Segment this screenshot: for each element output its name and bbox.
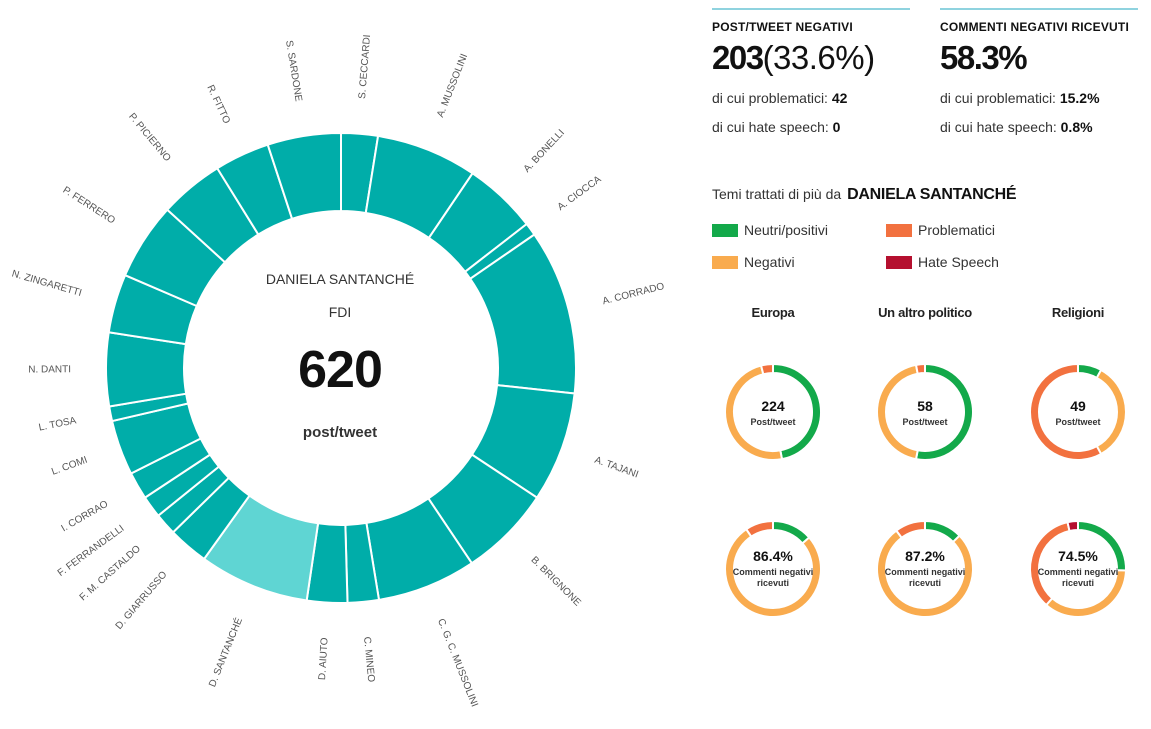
legend-label-hate: Hate Speech bbox=[918, 254, 999, 270]
posts-negative-pct: (33.6%) bbox=[762, 39, 876, 76]
wheel-label-i-corrao: I. CORRAO bbox=[59, 499, 110, 535]
wheel-label-r-fitto: R. FITTO bbox=[204, 83, 232, 125]
donut-center-value: 74.5% bbox=[1058, 548, 1098, 564]
legend-swatch-problematic bbox=[886, 223, 912, 237]
donut-center-label: Post/tweet bbox=[902, 417, 947, 427]
wheel-label-d-giarrusso: D. GIARRUSSO bbox=[114, 569, 170, 632]
donut-slice-neutri-positivi[interactable] bbox=[772, 519, 811, 545]
posts-hate-row: di cui hate speech: 0 bbox=[712, 119, 910, 135]
donut-center-value: 86.4% bbox=[753, 548, 793, 564]
comments-hate-row: di cui hate speech: 0.8% bbox=[940, 119, 1138, 135]
posts-negative-value: 203(33.6%) bbox=[712, 38, 910, 78]
donut-slice-negativi[interactable] bbox=[876, 363, 919, 461]
donut-slice-problematici[interactable] bbox=[894, 519, 926, 540]
donut-center-value: 49 bbox=[1070, 398, 1086, 414]
donut-europa-comments: 86.4% Commenti negativi ricevuti bbox=[724, 519, 822, 618]
wheel-label-s-sardone: S. SARDONE bbox=[283, 40, 304, 103]
legend-swatch-negative bbox=[712, 255, 738, 269]
legend-negative: Negativi bbox=[712, 254, 795, 270]
legend-label-neutral: Neutri/positivi bbox=[744, 222, 829, 238]
donut-center-label: Post/tweet bbox=[1055, 417, 1100, 427]
wheel-label-a-mussolini: A. MUSSOLINI bbox=[435, 52, 470, 119]
topic-title-religioni: Religioni bbox=[1051, 305, 1105, 320]
donut-religioni-posts: 49 Post/tweet bbox=[1029, 362, 1127, 461]
comments-hate-label: di cui hate speech: bbox=[940, 119, 1057, 135]
posts-problematic-value: 42 bbox=[831, 90, 848, 106]
wheel-label-b-brignone: B. BRIGNONE bbox=[529, 555, 583, 609]
wheel-label-p-ferrero: P. FERRERO bbox=[61, 185, 117, 227]
comments-problematic-label: di cui problematici: bbox=[940, 90, 1056, 106]
donut-slice-problematici[interactable] bbox=[759, 362, 774, 376]
donut-slice-problematici[interactable] bbox=[1029, 362, 1103, 461]
donut-politico-comments: 87.2% Commenti negativi ricevuti bbox=[876, 519, 974, 618]
themes-heading-text: Temi trattati di più da bbox=[712, 186, 842, 202]
wheel-label-p-picierno: P. PICIERNO bbox=[126, 111, 172, 164]
posts-problematic-label: di cui problematici: bbox=[712, 90, 828, 106]
donut-center-value: 58 bbox=[917, 398, 933, 414]
wheel-label-s-ceccardi: S. CECCARDI bbox=[357, 34, 373, 99]
donut-slice-negativi[interactable] bbox=[1095, 368, 1127, 456]
legend-swatch-hate bbox=[886, 255, 912, 269]
posts-hate-value: 0 bbox=[832, 119, 841, 135]
topic-title-politico: Un altro politico bbox=[878, 305, 972, 320]
donut-center-value: 224 bbox=[761, 398, 785, 414]
donut-religioni-comments: 74.5% Commenti negativi ricevuti bbox=[1029, 519, 1128, 618]
topic-title-europa: Europa bbox=[751, 305, 795, 320]
posts-hate-label: di cui hate speech: bbox=[712, 119, 829, 135]
comments-negative-value: 58.3% bbox=[940, 39, 1028, 76]
comments-hate-value: 0.8% bbox=[1060, 119, 1093, 135]
donut-center-label: Post/tweet bbox=[750, 417, 795, 427]
donut-slice-hate-speech[interactable] bbox=[1066, 519, 1079, 533]
donut-europa-posts: 224 Post/tweet bbox=[724, 362, 822, 461]
wheel-segments bbox=[105, 131, 577, 604]
posts-problematic-row: di cui problematici: 42 bbox=[712, 90, 910, 106]
wheel-label-a-ciocca: A. CIOCCA bbox=[556, 174, 604, 213]
center-party: FDI bbox=[329, 304, 352, 320]
wheel-label-d-aiuto: D. AIUTO bbox=[317, 637, 331, 680]
center-unit: post/tweet bbox=[303, 424, 377, 441]
center-politician-name: DANIELA SANTANCHÉ bbox=[266, 271, 414, 287]
donut-center-label: Commenti negativi ricevuti bbox=[885, 567, 966, 588]
wheel-segment-n-danti[interactable] bbox=[105, 331, 188, 408]
themes-heading: Temi trattati di più da DANIELA SANTANCHÉ bbox=[712, 186, 1017, 204]
legend-swatch-neutral bbox=[712, 223, 738, 237]
wheel-label-a-tajani: A. TAJANI bbox=[593, 455, 640, 481]
wheel-label-c-mineo: C. MINEO bbox=[361, 636, 376, 683]
wheel-segment-s-sardone[interactable] bbox=[266, 131, 342, 221]
legend-hate: Hate Speech bbox=[886, 254, 999, 270]
center-total: 620 bbox=[298, 341, 382, 399]
donut-slice-neutri-positivi[interactable] bbox=[924, 519, 961, 544]
wheel-label-a-bonelli: A. BONELLI bbox=[522, 128, 567, 175]
comments-negative-panel: COMMENTI NEGATIVI RICEVUTI 58.3% di cui … bbox=[940, 8, 1138, 135]
donut-slice-problematici[interactable] bbox=[744, 519, 774, 538]
donut-center-label: Commenti negativi ricevuti bbox=[1038, 567, 1119, 588]
legend-neutral: Neutri/positivi bbox=[712, 222, 828, 238]
wheel-label-c-g-c-mussolini: C. G. C. MUSSOLINI bbox=[435, 617, 480, 708]
donut-slice-problematici[interactable] bbox=[914, 362, 926, 375]
donut-politico-posts: 58 Post/tweet bbox=[876, 362, 974, 461]
wheel-label-d-santanche: D. SANTANCHÉ bbox=[205, 615, 245, 689]
legend-problematic: Problematici bbox=[886, 222, 995, 238]
comments-problematic-row: di cui problematici: 15.2% bbox=[940, 90, 1138, 106]
themes-politician-name: DANIELA SANTANCHÉ bbox=[847, 186, 1017, 203]
legend-label-problematic: Problematici bbox=[918, 222, 996, 238]
wheel-label-a-corrado: A. CORRADO bbox=[601, 281, 665, 307]
donut-center-value: 87.2% bbox=[905, 548, 945, 564]
legend-label-negative: Negativi bbox=[744, 254, 795, 270]
wheel-label-l-tosa: L. TOSA bbox=[38, 415, 78, 433]
wheel-label-l-comi: L. COMI bbox=[50, 455, 89, 478]
wheel-label-n-zingaretti: N. ZINGARETTI bbox=[10, 269, 82, 299]
posts-negative-count: 203 bbox=[712, 39, 764, 76]
comments-negative-title: COMMENTI NEGATIVI RICEVUTI bbox=[940, 20, 1129, 34]
posts-negative-title: POST/TWEET NEGATIVI bbox=[712, 20, 853, 34]
wheel-label-n-danti: N. DANTI bbox=[28, 364, 71, 375]
posts-negative-panel: POST/TWEET NEGATIVI 203(33.6%) di cui pr… bbox=[712, 8, 910, 135]
donut-center-label: Commenti negativi ricevuti bbox=[733, 567, 814, 588]
comments-problematic-value: 15.2% bbox=[1059, 90, 1100, 106]
